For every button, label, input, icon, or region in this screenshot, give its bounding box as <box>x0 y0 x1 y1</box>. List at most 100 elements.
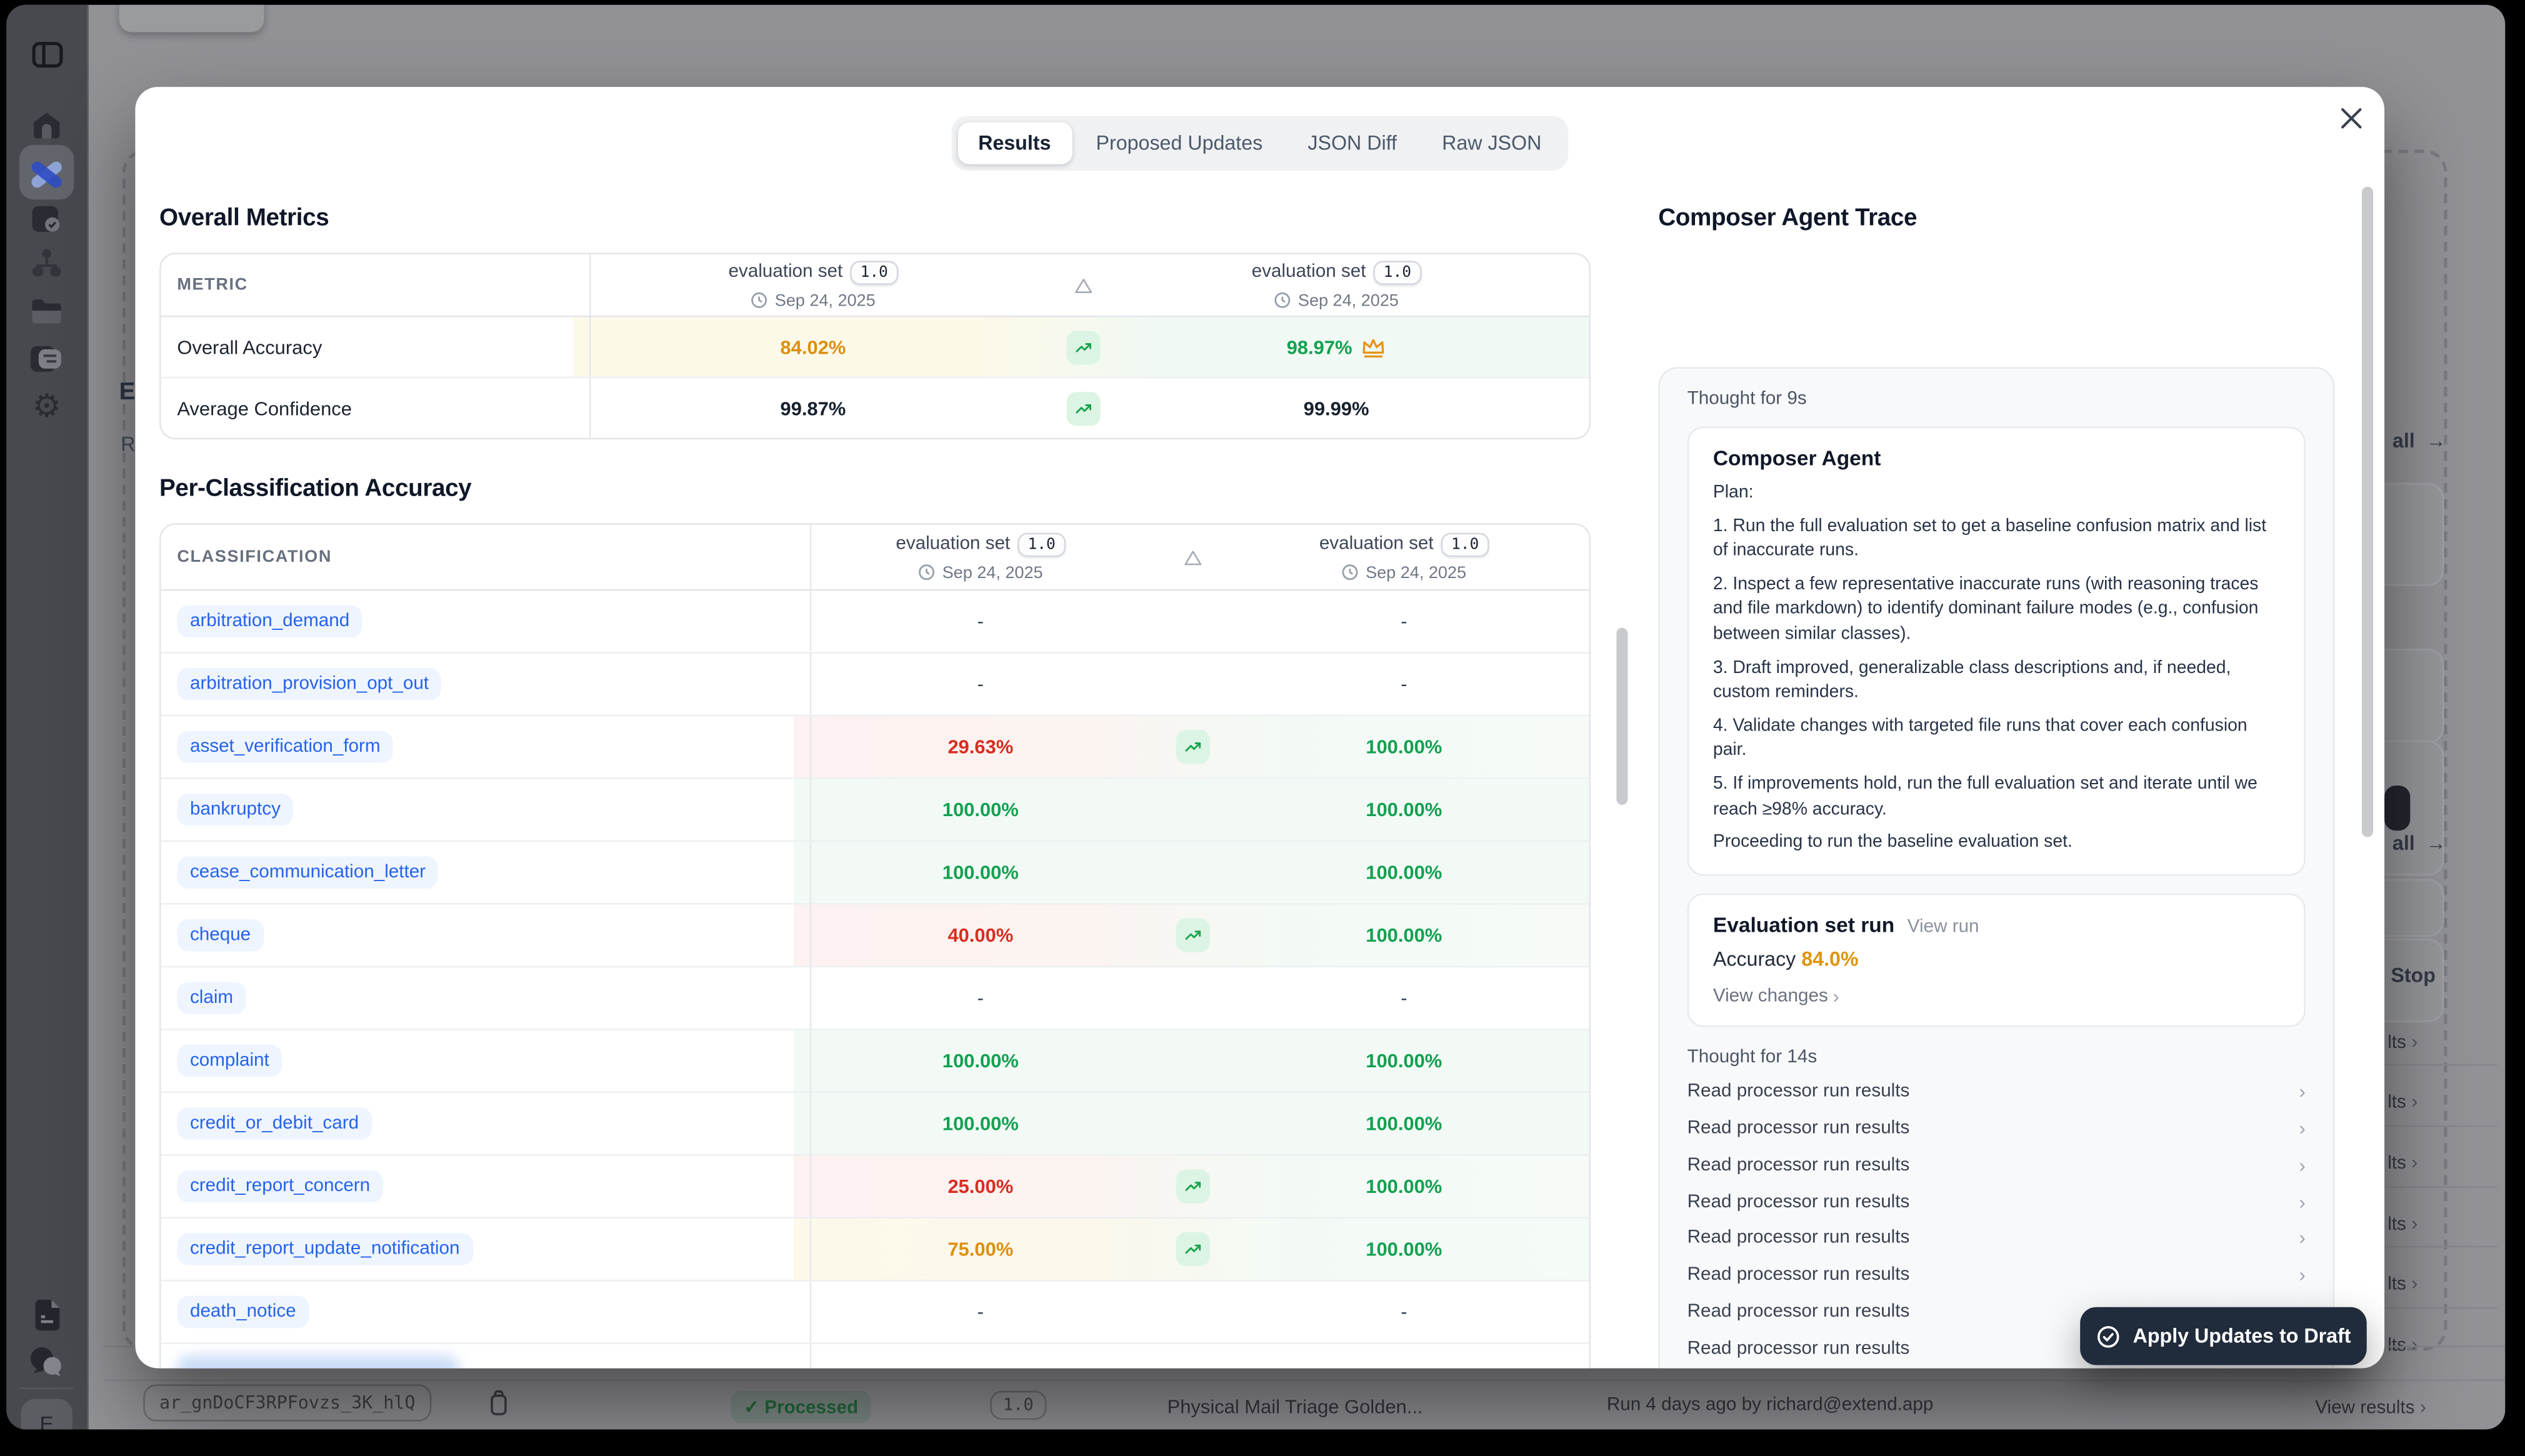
workflow-icon[interactable] <box>28 245 66 284</box>
document-icon[interactable] <box>28 1296 66 1335</box>
metric-value: 99.99% <box>1303 396 1369 420</box>
overall-metrics-title: Overall Metrics <box>159 204 329 232</box>
metric-value: 100.00% <box>1366 1049 1442 1072</box>
column-header: CLASSIFICATION <box>177 547 332 567</box>
plan-step: 5. If improvements hold, run the full ev… <box>1712 774 2258 819</box>
results-scrollbar[interactable] <box>1616 627 1628 805</box>
classification-link[interactable]: cease_communication_letter <box>177 856 439 889</box>
eval-set-column-header: evaluation set 1.0 Sep 24, 2025 <box>636 254 991 316</box>
tab-results[interactable]: Results <box>957 122 1072 164</box>
sidebar-item-active[interactable] <box>19 144 74 200</box>
agent-plan-card: Composer Agent Plan: 1. Run the full eva… <box>1687 426 2306 876</box>
classification-link[interactable]: credit_report_concern <box>177 1170 383 1203</box>
sidebar: ⚙ E <box>6 4 89 1430</box>
read-processor-results-row[interactable]: Read processor run results› <box>1687 1264 2306 1287</box>
metric-value: 75.00% <box>948 1237 1014 1261</box>
view-results-partial[interactable]: lts › <box>2388 1030 2418 1053</box>
close-icon[interactable] <box>2334 101 2367 134</box>
metric-value: 40.00% <box>948 924 1014 947</box>
view-results-partial[interactable]: lts › <box>2388 1212 2418 1235</box>
classification-link[interactable]: claim <box>177 982 246 1014</box>
metric-value: 84.02% <box>780 336 846 359</box>
view-run-link[interactable]: View run <box>1907 917 1979 937</box>
trace-pane: Composer Agent Trace Thought for 9s Comp… <box>1658 204 2338 1369</box>
background-heading-partial: E <box>119 378 136 406</box>
sidebar-toggle-icon[interactable] <box>28 36 66 74</box>
classification-link[interactable]: arbitration_demand <box>177 605 362 638</box>
trend-up-icon <box>1176 1169 1210 1204</box>
view-results-link[interactable]: View results › <box>2315 1395 2427 1419</box>
classification-link[interactable]: bankruptcy <box>177 793 294 826</box>
eval-set-column-header: evaluation set 1.0 Sep 24, 2025 <box>1159 254 1514 316</box>
trend-up-icon <box>1066 330 1101 364</box>
metric-value: 98.97% <box>1159 317 1514 376</box>
view-results-partial[interactable]: lts › <box>2388 1150 2418 1174</box>
read-processor-results-row[interactable]: Read processor run results› <box>1687 1080 2306 1104</box>
clock-icon <box>918 564 936 581</box>
classification-link[interactable]: credit_or_debit_card <box>177 1107 372 1140</box>
divider <box>2384 1064 2498 1066</box>
view-changes-link[interactable]: View changes › <box>1712 985 1839 1008</box>
modal-tabbar: Results Proposed Updates JSON Diff Raw JSON <box>951 116 1569 171</box>
redacted-classification <box>177 1355 459 1369</box>
check-circle-icon <box>2097 1325 2119 1347</box>
apply-updates-button[interactable]: Apply Updates to Draft <box>2080 1307 2367 1365</box>
plan-step: 3. Draft improved, generalizable class d… <box>1712 657 2231 702</box>
plan-step: 2. Inspect a few representative inaccura… <box>1712 574 2259 644</box>
metric-value: 100.00% <box>1366 1237 1442 1261</box>
classification-link[interactable]: credit_report_update_notification <box>177 1233 473 1265</box>
eval-set-column-header: evaluation set 1.0 Sep 24, 2025 <box>803 525 1158 589</box>
chevron-right-icon: › <box>2299 1227 2306 1250</box>
classification-link[interactable]: asset_verification_form <box>177 730 394 764</box>
version-badge: 1.0 <box>1441 532 1489 557</box>
metric-value: 100.00% <box>1366 798 1442 821</box>
read-processor-results-row[interactable]: Read processor run results› <box>1687 1117 2306 1140</box>
view-results-partial[interactable]: lts › <box>2388 1089 2418 1113</box>
chevron-right-icon: › <box>2299 1264 2306 1287</box>
avatar[interactable]: E <box>21 1399 72 1430</box>
plan-label: Plan: <box>1712 482 1754 502</box>
view-all-link[interactable]: all → <box>2392 429 2446 452</box>
home-icon[interactable] <box>28 106 66 145</box>
version-badge: 1.0 <box>1018 532 1066 557</box>
table-row <box>161 1344 1589 1369</box>
view-all-link[interactable]: all → <box>2392 832 2446 855</box>
view-results-partial[interactable]: lts › <box>2388 1332 2418 1355</box>
tab-raw-json[interactable]: Raw JSON <box>1442 132 1542 155</box>
classification-link[interactable]: complaint <box>177 1044 282 1077</box>
metric-value: - <box>977 610 984 633</box>
metric-value: 25.00% <box>948 1175 1014 1198</box>
metric-value: - <box>977 1300 984 1324</box>
version-badge: 1.0 <box>990 1390 1047 1420</box>
read-processor-results-row[interactable]: Read processor run results› <box>1688 1367 2306 1368</box>
tab-proposed-updates[interactable]: Proposed Updates <box>1096 132 1263 155</box>
table-row: bankruptcy 100.00% 100.00% <box>161 779 1589 842</box>
tab-json-diff[interactable]: JSON Diff <box>1308 132 1397 155</box>
classification-link[interactable]: death_notice <box>177 1295 309 1329</box>
chevron-right-icon: › <box>2299 1190 2306 1214</box>
metric-label: Overall Accuracy <box>177 336 322 359</box>
view-results-partial[interactable]: lts › <box>2388 1272 2418 1295</box>
run-id-pill: ar_gnDoCF3RPFovzs_3K_hlQ <box>143 1384 432 1422</box>
folder-icon[interactable] <box>28 291 66 330</box>
tasks-icon[interactable] <box>28 199 66 238</box>
chat-icon[interactable] <box>28 1342 66 1381</box>
table-row: credit_report_concern 25.00% 100.00% <box>161 1155 1589 1219</box>
trace-scrollbar[interactable] <box>2361 186 2374 837</box>
stop-button[interactable]: Stop <box>2391 964 2436 987</box>
metric-value: 100.00% <box>1366 1175 1442 1198</box>
table-header-row: METRIC evaluation set 1.0 Sep 24, 2025 evalu… <box>161 254 1589 317</box>
copy-icon[interactable] <box>484 1389 510 1418</box>
settings-gear-icon[interactable]: ⚙ <box>32 389 61 424</box>
processor-runs-icon[interactable] <box>28 340 66 379</box>
read-processor-results-row[interactable]: Read processor run results› <box>1687 1190 2306 1214</box>
read-processor-results-row[interactable]: Read processor run results› <box>1687 1154 2306 1177</box>
classification-link[interactable]: arbitration_provision_opt_out <box>177 668 442 701</box>
read-processor-results-row[interactable]: Read processor run results› <box>1687 1227 2306 1250</box>
run-info: Run 4 days ago by richard@extend.app <box>1606 1395 1934 1415</box>
status-badge: ✓ Processed <box>731 1390 871 1424</box>
chevron-right-icon: › <box>2299 1154 2306 1177</box>
clock-icon <box>1274 291 1291 309</box>
classification-link[interactable]: cheque <box>177 919 264 952</box>
metric-value: 100.00% <box>1366 1112 1442 1135</box>
